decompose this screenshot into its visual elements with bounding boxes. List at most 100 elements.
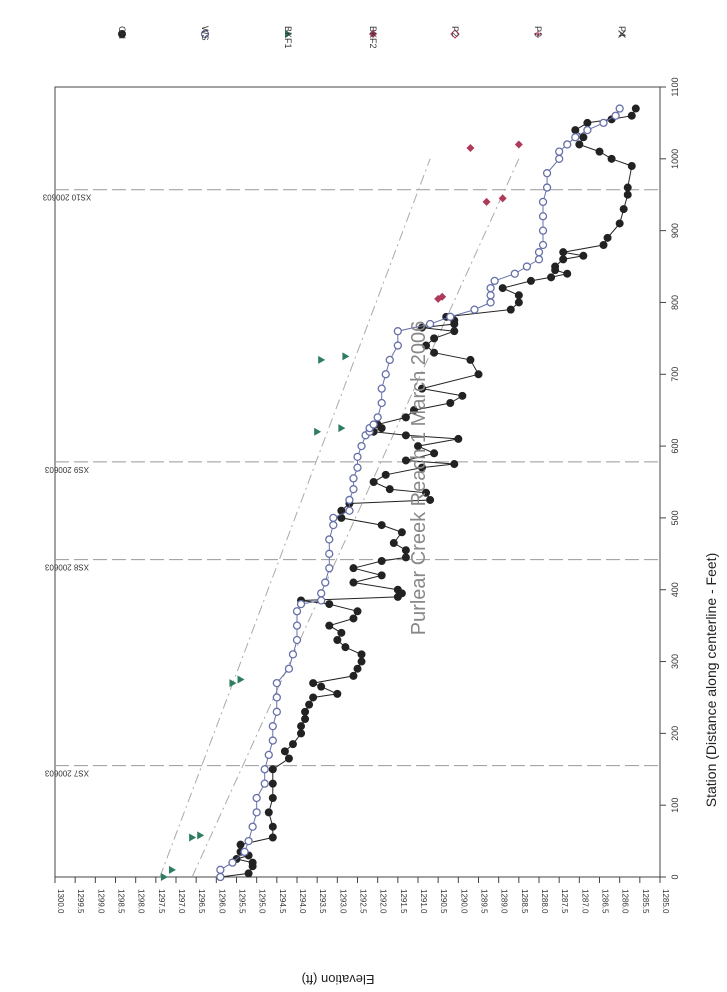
data-point-ws — [486, 283, 495, 293]
data-point-ch — [297, 729, 306, 738]
data-point-ch — [349, 578, 358, 587]
y-axis-title: Elevation (ft) — [302, 972, 375, 987]
y-tick-label: 1293.5 — [318, 889, 327, 914]
data-point-ch — [337, 628, 346, 637]
data-point-ws — [284, 664, 294, 673]
data-point-ch — [397, 528, 406, 537]
data-point-ch — [280, 747, 289, 756]
x-tick-label: 700 — [670, 367, 680, 382]
data-point-bkf2 — [514, 140, 523, 149]
data-point-bkf2 — [438, 292, 447, 301]
data-point-ch — [268, 765, 277, 774]
data-point-ws — [563, 140, 572, 149]
data-point-ch — [551, 262, 560, 271]
data-point-ch — [579, 251, 588, 260]
data-point-ws — [571, 133, 580, 142]
legend-marker — [534, 30, 542, 38]
data-point-ch — [547, 273, 556, 282]
chart-title: Purlear Creek Reach 1 March 2006 — [408, 321, 430, 636]
data-point-ch — [377, 557, 386, 565]
data-point-ch — [409, 406, 418, 415]
data-point-ws — [292, 635, 302, 645]
data-point-ch — [579, 133, 588, 142]
data-point-ch — [377, 571, 386, 580]
data-point-bkf1 — [342, 352, 350, 361]
data-point-ws — [288, 650, 298, 659]
legend-item-ws: WS — [200, 26, 210, 41]
data-point-ws — [264, 750, 273, 760]
legend-label: BKF1 — [283, 26, 293, 49]
y-tick-label: 1293.0 — [338, 889, 347, 914]
data-point-ch — [498, 284, 507, 293]
data-point-ch — [268, 794, 277, 802]
data-point-ch — [401, 413, 410, 422]
data-point-ws — [510, 269, 519, 278]
y-tick-label: 1300.0 — [56, 889, 65, 914]
data-point-ws — [490, 276, 499, 286]
legend-item-p3: P3 — [533, 26, 543, 38]
data-point-ws — [345, 506, 354, 515]
data-point-ws — [317, 589, 326, 598]
data-point-ws — [329, 520, 338, 530]
data-point-ch — [309, 679, 318, 688]
data-point-ch — [401, 546, 410, 555]
data-point-bkf1 — [197, 831, 205, 840]
data-point-ch — [393, 585, 402, 594]
data-point-ws — [522, 262, 532, 271]
data-point-ch — [627, 162, 636, 170]
y-tick-label: 1296.5 — [197, 889, 206, 914]
data-point-ws — [272, 707, 281, 716]
data-point-bkf1 — [237, 675, 245, 684]
data-point-ch — [268, 779, 277, 788]
data-point-ch — [333, 689, 342, 698]
data-point-bkf2 — [466, 144, 475, 153]
data-point-ws — [486, 291, 495, 300]
data-point-ch — [631, 104, 640, 113]
data-point-ch — [284, 754, 293, 763]
data-point-ws — [248, 822, 257, 831]
x-tick-label: 0 — [670, 874, 680, 879]
y-tick-label: 1295.0 — [258, 889, 267, 914]
data-point-ch — [526, 276, 535, 285]
y-tick-label: 1292.0 — [379, 889, 388, 914]
data-point-ch — [385, 485, 394, 494]
data-point-ws — [244, 836, 253, 846]
data-point-bkf1 — [229, 679, 237, 688]
y-tick-label: 1286.5 — [601, 889, 610, 914]
data-point-ch — [623, 190, 632, 199]
data-point-ch — [389, 539, 398, 548]
data-point-ws — [321, 578, 330, 587]
data-point-ws — [329, 513, 338, 523]
data-point-ws — [534, 255, 544, 264]
data-point-ws — [425, 319, 435, 329]
data-point-bkf1 — [189, 833, 197, 842]
data-point-ch — [563, 269, 572, 278]
y-tick-label: 1297.5 — [157, 889, 166, 914]
y-tick-label: 1288.0 — [540, 889, 549, 914]
data-point-ch — [607, 154, 616, 163]
data-point-ch — [349, 564, 358, 573]
data-point-ch — [301, 715, 310, 723]
data-point-ws — [357, 441, 366, 451]
data-point-ch — [446, 399, 455, 407]
data-point-ws — [542, 169, 552, 178]
trend-line — [159, 158, 431, 878]
data-point-ch — [377, 521, 386, 530]
y-tick-label: 1295.5 — [238, 889, 247, 914]
data-point-ch — [466, 355, 475, 364]
data-point-ch — [264, 808, 273, 817]
series — [160, 104, 640, 882]
data-point-ws — [240, 847, 249, 857]
data-point-bkf1 — [318, 355, 326, 364]
data-point-ws — [583, 125, 592, 135]
data-point-ch — [474, 370, 483, 379]
data-point-ws — [260, 765, 269, 774]
series-ws — [216, 104, 624, 882]
data-point-ch — [333, 636, 342, 644]
data-point-ws — [349, 485, 358, 494]
data-point-ch — [506, 305, 515, 314]
cross-section-label: XS9 200603 — [44, 465, 89, 474]
data-point-ws — [470, 305, 479, 314]
axes: 1285.0 1285.5 1286.0 1286.5 1287.0 1287.5 1288… — [54, 77, 680, 914]
y-tick-label: 1298.5 — [117, 889, 126, 914]
